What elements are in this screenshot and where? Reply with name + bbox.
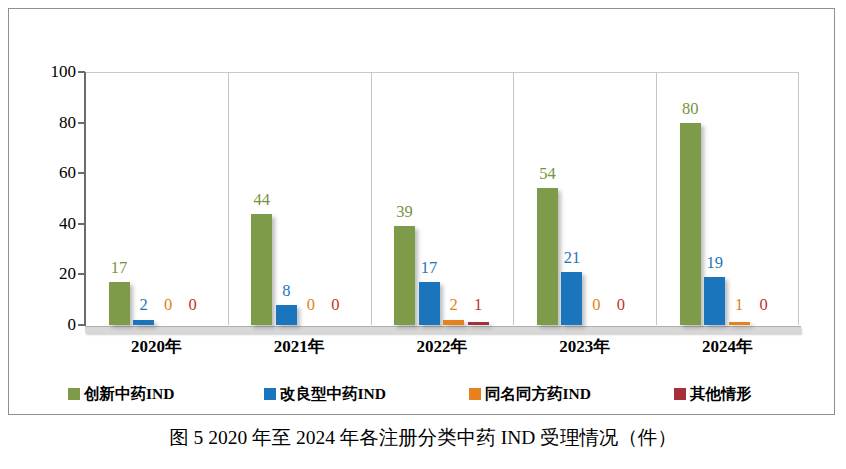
legend-item: 同名同方药IND	[469, 384, 591, 404]
x-axis-floor-band	[85, 326, 801, 333]
bar-value-label: 1	[458, 295, 498, 315]
bar-value-label: 44	[242, 190, 282, 210]
bar	[729, 322, 750, 325]
group-separator-gridline	[656, 72, 657, 325]
bar	[680, 123, 701, 325]
legend-label: 同名同方药IND	[485, 384, 591, 404]
bar-value-label: 0	[744, 295, 784, 315]
bar	[251, 214, 272, 325]
legend-label: 其他情形	[690, 384, 752, 404]
y-axis-tick	[78, 71, 85, 73]
y-axis-tick	[78, 223, 85, 225]
legend-item: 改良型中药IND	[264, 384, 386, 404]
group-separator-gridline	[513, 72, 514, 325]
x-axis-label: 2023年	[540, 336, 630, 358]
legend-swatch-icon	[469, 388, 481, 400]
bar	[468, 322, 489, 325]
y-axis-line	[84, 72, 86, 326]
figure-page: 0204060801001744395480281721190020100100…	[0, 0, 846, 469]
y-axis-tick	[78, 324, 85, 326]
y-axis-tick-label: 60	[30, 162, 76, 184]
x-axis-label: 2022年	[397, 336, 487, 358]
bar-value-label: 0	[173, 295, 213, 315]
group-separator-gridline	[371, 72, 372, 325]
bar-value-label: 21	[552, 248, 592, 268]
x-axis-label: 2020年	[111, 336, 201, 358]
bar-value-label: 17	[99, 258, 139, 278]
bar-value-label: 0	[601, 295, 641, 315]
y-axis-tick	[78, 122, 85, 124]
bar-value-label: 19	[695, 253, 735, 273]
bar	[133, 320, 154, 325]
bar-value-label: 80	[670, 99, 710, 119]
chart-caption: 图 5 2020 年至 2024 年各注册分类中药 IND 受理情况（件）	[0, 424, 846, 452]
bar-value-label: 54	[527, 164, 567, 184]
bar-value-label: 0	[315, 295, 355, 315]
legend-swatch-icon	[264, 388, 276, 400]
legend-label: 创新中药IND	[84, 384, 174, 404]
y-axis-tick-label: 0	[30, 314, 76, 336]
x-axis-label: 2021年	[254, 336, 344, 358]
bar-value-label: 17	[409, 258, 449, 278]
y-axis-tick-label: 20	[30, 263, 76, 285]
legend-item: 创新中药IND	[68, 384, 174, 404]
y-axis-tick	[78, 273, 85, 275]
legend-label: 改良型中药IND	[280, 384, 386, 404]
bar	[443, 320, 464, 325]
legend-item: 其他情形	[674, 384, 752, 404]
y-axis-tick-label: 80	[30, 112, 76, 134]
x-axis-label: 2024年	[683, 336, 773, 358]
y-axis-tick	[78, 172, 85, 174]
y-axis-tick-label: 40	[30, 213, 76, 235]
legend-swatch-icon	[674, 388, 686, 400]
bar-value-label: 39	[385, 202, 425, 222]
y-axis-tick-label: 100	[30, 61, 76, 83]
group-separator-gridline	[228, 72, 229, 325]
legend-swatch-icon	[68, 388, 80, 400]
